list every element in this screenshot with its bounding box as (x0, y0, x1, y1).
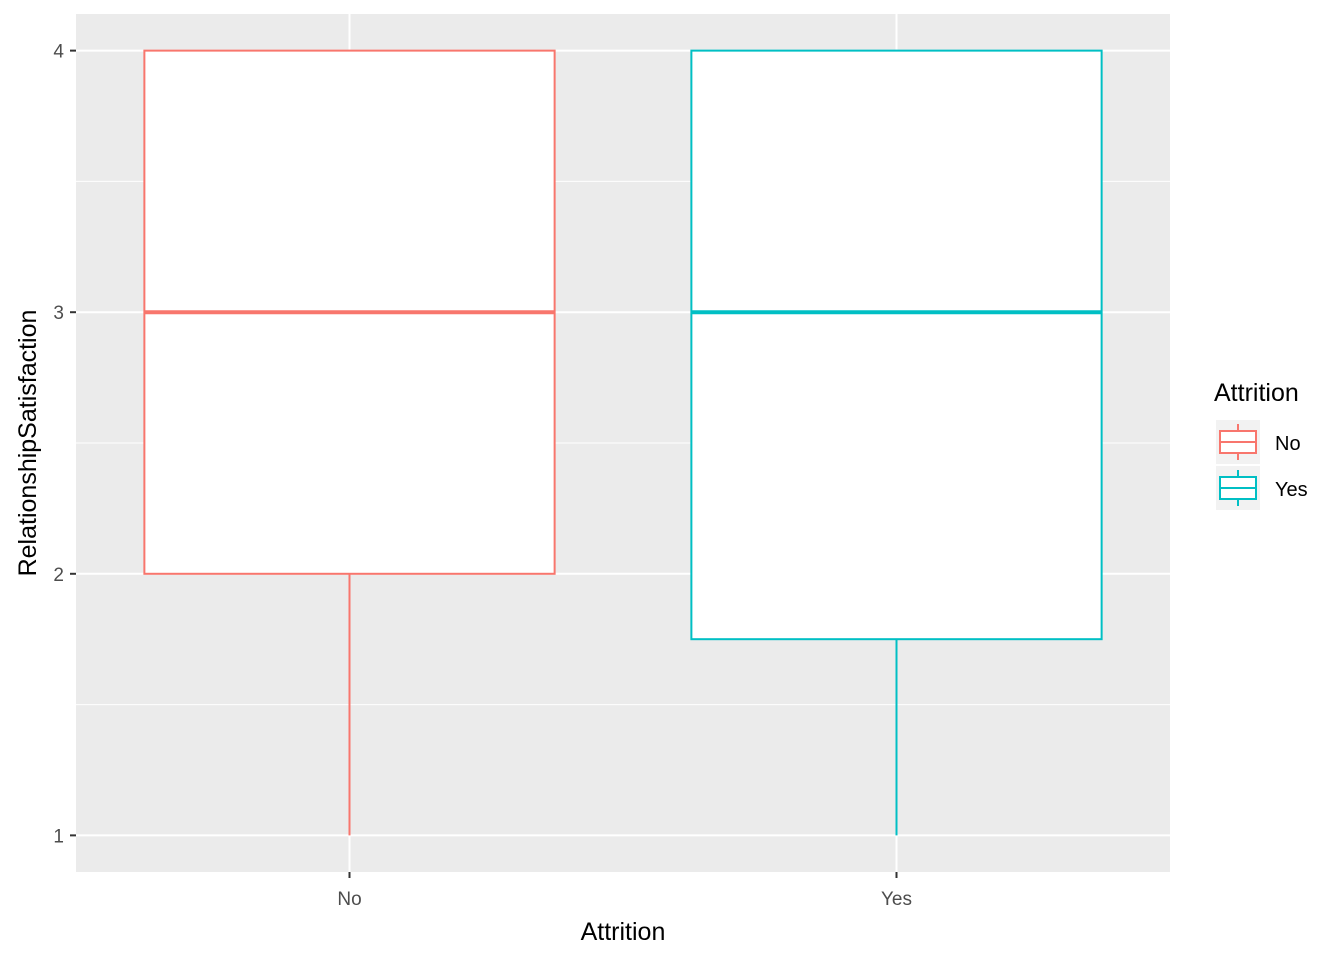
x-tick-label: No (337, 889, 361, 910)
legend-item-yes: Yes (1216, 466, 1308, 510)
box-rect (690, 49, 1103, 641)
legend: Attrition No Yes (1214, 379, 1308, 510)
y-tick-label: 2 (53, 565, 64, 586)
x-tick-label: Yes (881, 889, 912, 910)
y-tick-label: 3 (53, 303, 64, 324)
y-tick-label: 1 (53, 826, 64, 847)
legend-label: No (1275, 433, 1301, 455)
legend-item-no: No (1216, 420, 1301, 464)
box-yes (690, 49, 1103, 836)
legend-label: Yes (1275, 479, 1308, 501)
legend-title: Attrition (1214, 379, 1299, 407)
y-tick-label: 4 (53, 42, 64, 63)
y-axis-title: RelationshipSatisfaction (14, 310, 42, 577)
box-no (143, 49, 556, 836)
x-axis-title: Attrition (581, 918, 666, 946)
